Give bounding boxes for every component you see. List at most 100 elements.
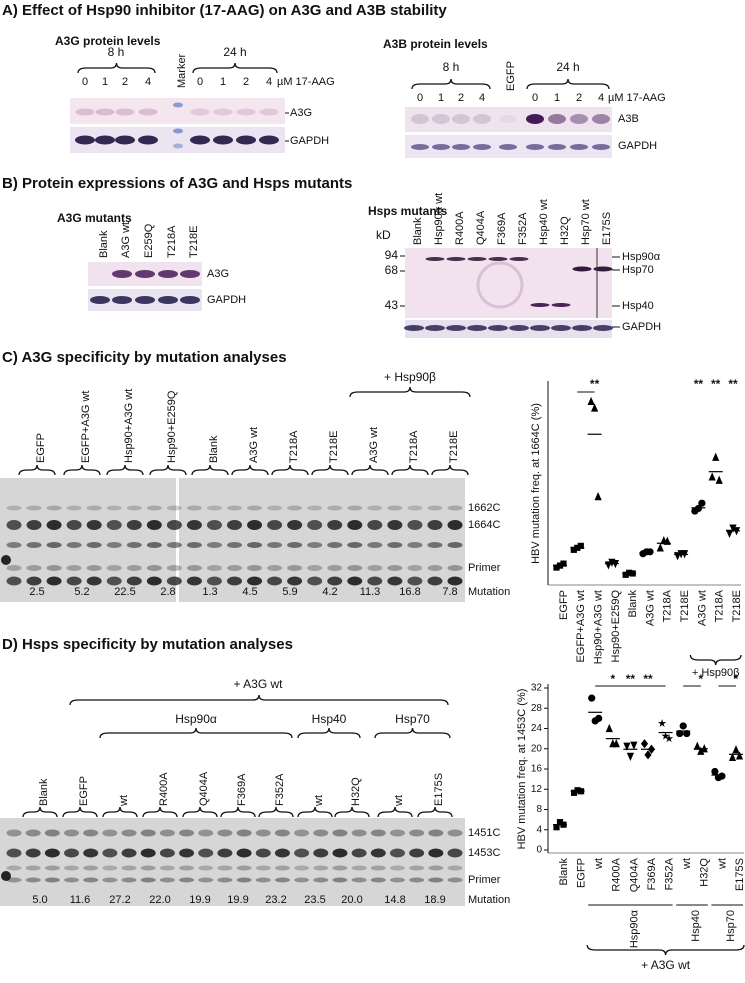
band bbox=[1, 871, 11, 881]
lane-label: F369A bbox=[496, 212, 508, 245]
lane-label: wt bbox=[313, 795, 325, 807]
band bbox=[267, 542, 283, 548]
brace bbox=[106, 464, 144, 476]
brace bbox=[334, 806, 370, 818]
band bbox=[102, 865, 118, 871]
band bbox=[327, 542, 343, 548]
band-label: Mutation bbox=[468, 586, 510, 598]
y-tick-label: 8 bbox=[536, 804, 542, 815]
blot-title: A3G protein levels bbox=[55, 34, 161, 48]
band bbox=[179, 877, 195, 883]
band bbox=[526, 144, 544, 150]
band bbox=[592, 114, 610, 124]
band bbox=[146, 565, 162, 571]
band bbox=[259, 135, 279, 145]
band bbox=[425, 325, 445, 331]
band bbox=[44, 829, 60, 837]
band bbox=[447, 520, 463, 530]
band bbox=[294, 829, 310, 837]
group-label: + A3G wt bbox=[233, 677, 283, 691]
mutation-value: 11.3 bbox=[360, 586, 381, 598]
band bbox=[427, 542, 443, 548]
band bbox=[102, 829, 118, 837]
band bbox=[146, 576, 162, 586]
mutation-value: 1.3 bbox=[202, 586, 217, 598]
band bbox=[6, 865, 22, 871]
band bbox=[387, 542, 403, 548]
band bbox=[313, 877, 329, 883]
lane-label: 1 bbox=[554, 92, 560, 104]
band bbox=[446, 257, 466, 261]
brace bbox=[351, 464, 389, 476]
band bbox=[572, 325, 592, 331]
band bbox=[83, 865, 99, 871]
lane-label: 0 bbox=[82, 76, 88, 88]
band-label: Primer bbox=[468, 874, 501, 886]
band bbox=[409, 865, 425, 871]
band bbox=[247, 505, 263, 511]
band bbox=[126, 565, 142, 571]
band bbox=[86, 520, 102, 530]
point bbox=[553, 564, 560, 571]
band bbox=[86, 565, 102, 571]
band bbox=[112, 270, 132, 278]
band bbox=[26, 565, 42, 571]
band bbox=[140, 865, 156, 871]
band bbox=[432, 144, 450, 150]
band bbox=[294, 848, 310, 858]
point bbox=[683, 729, 691, 738]
lane-label: Hsp90α wt bbox=[433, 193, 445, 245]
panel-title: A) Effect of Hsp90 inhibitor (17-AAG) on… bbox=[2, 2, 447, 19]
band bbox=[227, 520, 242, 530]
mutation-value: 14.8 bbox=[384, 894, 405, 906]
band bbox=[95, 135, 115, 145]
point bbox=[711, 767, 719, 776]
band bbox=[25, 865, 41, 871]
band bbox=[530, 325, 550, 331]
band bbox=[370, 848, 386, 858]
point bbox=[728, 752, 737, 761]
band bbox=[217, 848, 233, 858]
mutation-value: 7.8 bbox=[442, 586, 457, 598]
band bbox=[146, 505, 162, 511]
brace bbox=[63, 464, 101, 476]
row-label: A3G bbox=[207, 268, 229, 280]
band bbox=[6, 877, 22, 883]
gel-gap bbox=[176, 478, 179, 602]
point bbox=[679, 722, 687, 730]
band bbox=[186, 576, 202, 586]
band bbox=[447, 565, 463, 571]
row-label: Hsp40 bbox=[622, 300, 654, 312]
band bbox=[25, 829, 41, 837]
mutation-value: 2.8 bbox=[160, 586, 175, 598]
lane-label: Blank bbox=[412, 217, 424, 245]
band bbox=[570, 114, 588, 124]
lane-label: wt bbox=[118, 795, 130, 807]
point bbox=[553, 824, 560, 831]
panel-title: B) Protein expressions of A3G and Hsps m… bbox=[2, 175, 352, 192]
band bbox=[407, 542, 423, 548]
band bbox=[217, 865, 233, 871]
y-tick-label: 24 bbox=[531, 723, 543, 734]
band bbox=[173, 143, 183, 149]
point bbox=[587, 396, 595, 406]
band bbox=[46, 565, 62, 571]
mutation-value: 16.8 bbox=[399, 586, 420, 598]
lane-label: E175S bbox=[601, 212, 613, 245]
band bbox=[112, 296, 132, 304]
blot bbox=[70, 98, 285, 124]
mutation-value: 23.2 bbox=[265, 894, 286, 906]
row-label: GAPDH bbox=[622, 321, 661, 333]
mutation-value: 4.2 bbox=[322, 586, 337, 598]
band bbox=[26, 576, 42, 586]
band-label: Mutation bbox=[468, 894, 510, 906]
point bbox=[735, 751, 744, 760]
lane-label: 2 bbox=[122, 76, 128, 88]
mutation-value: 20.0 bbox=[341, 894, 362, 906]
y-tick-label: 28 bbox=[531, 703, 543, 714]
blot-title: A3B protein levels bbox=[383, 37, 488, 51]
band bbox=[332, 848, 348, 858]
band bbox=[530, 303, 550, 307]
significance: ** bbox=[643, 672, 653, 686]
group-label: Hsp40 bbox=[690, 910, 702, 942]
